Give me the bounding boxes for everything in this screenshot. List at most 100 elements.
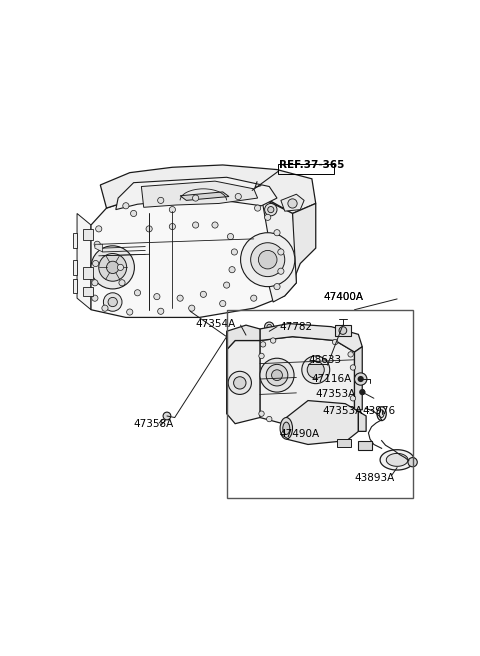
Circle shape (231, 249, 238, 255)
Ellipse shape (379, 410, 384, 417)
Polygon shape (180, 192, 229, 200)
Circle shape (258, 251, 277, 269)
Circle shape (264, 215, 271, 220)
Circle shape (235, 194, 241, 199)
Circle shape (264, 203, 277, 216)
Circle shape (99, 253, 127, 281)
Polygon shape (116, 177, 277, 210)
Circle shape (266, 417, 272, 422)
Polygon shape (73, 260, 77, 275)
Circle shape (154, 293, 160, 300)
Text: 47782: 47782 (279, 321, 312, 332)
Polygon shape (359, 411, 366, 432)
Bar (358, 441, 372, 450)
Circle shape (228, 234, 234, 239)
Circle shape (240, 233, 295, 287)
Circle shape (102, 305, 108, 311)
Text: REF.37-365: REF.37-365 (279, 160, 345, 171)
Text: 47353A: 47353A (316, 390, 356, 400)
Polygon shape (91, 193, 296, 318)
Text: 47358A: 47358A (133, 419, 174, 428)
Bar (83, 287, 93, 296)
Circle shape (220, 300, 226, 306)
Circle shape (288, 199, 297, 208)
Circle shape (259, 353, 264, 359)
Circle shape (267, 324, 272, 329)
Circle shape (108, 297, 117, 306)
Circle shape (200, 291, 206, 297)
Polygon shape (286, 401, 359, 445)
Circle shape (260, 358, 294, 392)
Circle shape (350, 365, 356, 370)
Circle shape (333, 339, 338, 345)
Text: 47490A: 47490A (279, 430, 320, 440)
Polygon shape (386, 453, 408, 466)
Circle shape (307, 361, 324, 379)
Circle shape (251, 295, 257, 301)
Polygon shape (227, 325, 260, 350)
Circle shape (127, 309, 133, 315)
Circle shape (260, 342, 266, 347)
Circle shape (270, 338, 276, 343)
Circle shape (157, 197, 164, 203)
Polygon shape (262, 198, 296, 302)
Ellipse shape (239, 339, 253, 358)
Text: 47400A: 47400A (324, 292, 363, 302)
Circle shape (189, 305, 195, 311)
Circle shape (254, 205, 261, 211)
Bar (335, 325, 350, 336)
Circle shape (212, 222, 218, 228)
Circle shape (163, 412, 171, 420)
Circle shape (229, 266, 235, 273)
Circle shape (278, 268, 284, 274)
Bar (83, 268, 93, 279)
Circle shape (177, 295, 183, 301)
Text: 47400A: 47400A (324, 292, 363, 302)
Circle shape (192, 195, 199, 201)
Polygon shape (227, 340, 260, 424)
Circle shape (264, 322, 274, 331)
Circle shape (123, 203, 129, 209)
Text: 47116A: 47116A (312, 374, 352, 384)
Circle shape (359, 389, 365, 395)
Circle shape (268, 207, 274, 213)
Circle shape (348, 352, 353, 357)
Bar (337, 439, 351, 447)
Circle shape (117, 264, 123, 270)
Circle shape (92, 279, 98, 286)
Circle shape (333, 415, 338, 420)
Bar (227, 310, 413, 499)
Circle shape (94, 241, 100, 247)
Circle shape (359, 389, 365, 395)
Ellipse shape (283, 422, 290, 434)
Polygon shape (142, 181, 258, 207)
Circle shape (234, 377, 246, 389)
Circle shape (169, 224, 176, 230)
Circle shape (358, 376, 364, 382)
Circle shape (103, 293, 122, 311)
Polygon shape (95, 244, 103, 252)
Circle shape (259, 411, 264, 417)
Circle shape (224, 282, 230, 288)
Circle shape (157, 308, 164, 314)
Circle shape (92, 295, 98, 301)
Ellipse shape (280, 417, 292, 439)
Polygon shape (77, 213, 91, 310)
Text: 47353A: 47353A (322, 406, 362, 417)
Polygon shape (380, 450, 414, 470)
Circle shape (408, 458, 417, 467)
Circle shape (96, 226, 102, 232)
Circle shape (302, 356, 330, 384)
Bar (83, 229, 93, 240)
Circle shape (272, 370, 282, 380)
Text: 48633: 48633 (308, 355, 341, 365)
Polygon shape (355, 346, 362, 410)
Circle shape (274, 230, 280, 236)
Circle shape (350, 396, 356, 401)
Circle shape (355, 373, 367, 385)
Circle shape (274, 283, 280, 290)
Text: 47354A: 47354A (196, 319, 236, 329)
Circle shape (134, 290, 141, 296)
Circle shape (91, 246, 134, 289)
Polygon shape (260, 323, 362, 352)
